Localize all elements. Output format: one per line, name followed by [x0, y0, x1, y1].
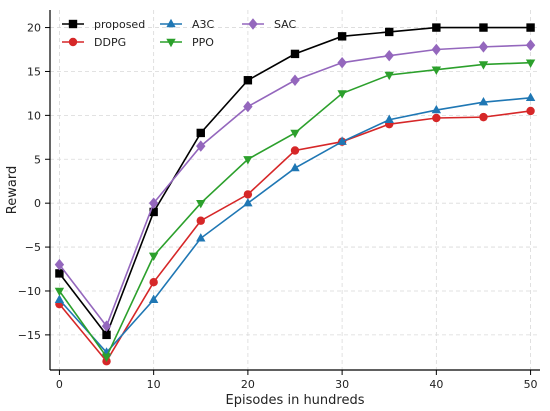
legend-item-sac: SAC	[242, 18, 297, 31]
data-point-ddpg	[149, 277, 158, 287]
legend-label: DDPG	[94, 36, 126, 49]
data-point-proposed	[149, 207, 158, 217]
data-point-a3c	[384, 114, 394, 123]
data-point-sac	[54, 258, 65, 271]
legend-item-proposed: proposed	[62, 18, 145, 31]
data-point-ppo	[101, 353, 112, 363]
data-point-a3c	[478, 96, 489, 106]
data-point-sac	[196, 140, 206, 152]
data-point-ddpg	[196, 216, 205, 225]
data-point-ddpg	[526, 106, 535, 116]
data-point-proposed	[526, 23, 535, 32]
data-point-a3c	[431, 104, 442, 114]
data-point-ppo	[525, 59, 536, 68]
data-point-ppo	[337, 90, 347, 99]
series-proposed	[55, 23, 535, 340]
legend-marker	[248, 18, 258, 30]
series-layer	[54, 23, 536, 366]
data-point-proposed	[243, 76, 253, 85]
data-point-sac	[478, 41, 489, 53]
ticks: 0 10 20 30 40 50 −15 −10 −5 0 5 10 15 20	[18, 22, 538, 391]
series-a3c	[54, 92, 536, 356]
x-tick-label: 0	[56, 378, 63, 391]
legend-label: SAC	[274, 18, 297, 31]
x-axis-label: Episodes in hundreds	[226, 393, 365, 408]
x-tick-label: 10	[147, 378, 161, 391]
data-point-a3c	[525, 92, 536, 102]
y-tick-label: −10	[18, 285, 41, 298]
data-point-a3c	[243, 197, 253, 207]
data-point-sac	[525, 39, 536, 51]
data-point-sac	[243, 100, 253, 113]
data-point-sac	[290, 74, 300, 86]
data-point-ppo	[478, 61, 489, 70]
legend-marker	[166, 18, 176, 28]
grid	[50, 10, 540, 370]
data-point-proposed	[337, 32, 347, 41]
data-point-ppo	[431, 66, 442, 75]
data-point-proposed	[102, 330, 111, 340]
x-tick-label: 40	[429, 378, 443, 391]
data-point-sac	[101, 320, 112, 332]
data-point-a3c	[337, 136, 347, 145]
y-tick-label: 20	[27, 22, 41, 35]
data-point-ppo	[148, 252, 159, 262]
data-point-a3c	[196, 233, 206, 242]
series-sac	[54, 39, 536, 332]
data-point-proposed	[55, 269, 64, 278]
data-point-proposed	[196, 128, 205, 138]
legend-label: proposed	[94, 18, 145, 31]
y-axis-label: Reward	[5, 166, 20, 214]
legend: proposed DDPG A3C PPO SAC	[62, 18, 297, 49]
legend-label: PPO	[192, 36, 214, 49]
legend-marker	[68, 37, 78, 47]
x-tick-label: 30	[335, 378, 349, 391]
y-tick-label: −15	[18, 329, 41, 342]
x-tick-label: 50	[524, 378, 538, 391]
data-point-sac	[148, 197, 159, 209]
x-tick-label: 20	[241, 378, 255, 391]
data-point-proposed	[432, 23, 441, 32]
data-point-a3c	[54, 294, 65, 303]
data-point-ddpg	[243, 190, 253, 199]
data-point-ppo	[54, 287, 65, 297]
data-point-proposed	[385, 27, 394, 37]
legend-marker	[68, 19, 78, 29]
data-point-sac	[431, 43, 442, 56]
y-tick-label: 15	[27, 65, 41, 78]
data-point-a3c	[290, 162, 300, 172]
y-tick-label: 0	[34, 197, 41, 210]
data-point-ppo	[243, 156, 253, 165]
legend-marker	[166, 38, 176, 48]
legend-label: A3C	[192, 18, 215, 31]
data-point-ddpg	[432, 113, 441, 123]
data-point-ppo	[196, 199, 206, 209]
y-tick-label: 5	[34, 153, 41, 166]
series-ddpg	[55, 106, 535, 366]
legend-item-ppo: PPO	[160, 36, 214, 49]
y-tick-label: −5	[25, 241, 41, 254]
data-point-sac	[384, 49, 394, 62]
legend-item-ddpg: DDPG	[62, 36, 126, 49]
data-point-a3c	[148, 294, 159, 303]
data-point-ddpg	[290, 146, 300, 155]
y-tick-label: 10	[27, 109, 41, 122]
data-point-proposed	[479, 23, 488, 32]
data-point-sac	[337, 56, 347, 69]
data-point-ppo	[290, 129, 300, 139]
series-ppo	[54, 59, 536, 363]
data-point-ppo	[384, 71, 394, 81]
axes	[49, 10, 540, 371]
data-point-proposed	[290, 49, 300, 59]
data-point-ddpg	[479, 112, 488, 122]
legend-item-a3c: A3C	[160, 18, 215, 31]
